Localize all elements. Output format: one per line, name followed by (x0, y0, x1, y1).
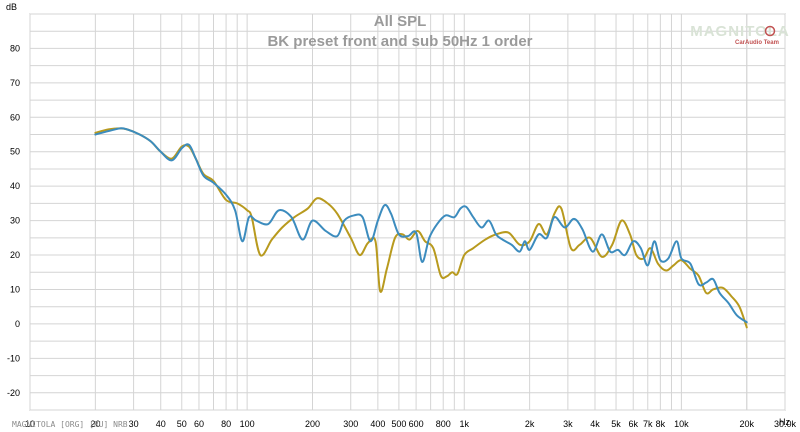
x-tick-label: 1k (460, 419, 470, 429)
series-group (94, 127, 748, 329)
y-axis-label: dB (6, 2, 17, 12)
x-tick-label: 500 (391, 419, 406, 429)
chart-subtitle: BK preset front and sub 50Hz 1 order (267, 33, 532, 50)
x-tick-label: 40 (156, 419, 166, 429)
x-tick-label: 30.0k (774, 419, 797, 429)
x-tick-label: 8k (656, 419, 666, 429)
y-tick-label: 60 (10, 112, 20, 122)
y-tick-label: -20 (7, 388, 20, 398)
y-tick-label: -10 (7, 353, 20, 363)
watermark-team: CarAudio Team (735, 40, 779, 46)
y-axis-ticks: 80 70 60 50 40 30 20 10 0 -10 -20 (7, 43, 20, 397)
y-tick-label: 70 (10, 78, 20, 88)
chart-title: All SPL (374, 13, 427, 30)
y-tick-label: 0 (15, 319, 20, 329)
x-tick-label: 7k (643, 419, 653, 429)
y-tick-label: 20 (10, 250, 20, 260)
x-axis-ticks: 10 20 30 40 50 60 80 100 200 300 400 500 600 800 1k 2k 3… (25, 419, 797, 429)
x-tick-label: 300 (343, 419, 358, 429)
y-tick-label: 30 (10, 216, 20, 226)
x-tick-label: 400 (370, 419, 385, 429)
series-line-2 (94, 127, 748, 324)
y-tick-label: 80 (10, 43, 20, 53)
watermark-ring-icon (764, 25, 776, 37)
x-tick-label: 10k (674, 419, 689, 429)
y-tick-label: 10 (10, 284, 20, 294)
x-tick-label: 6k (628, 419, 638, 429)
y-tick-label: 50 (10, 147, 20, 157)
x-tick-label: 200 (305, 419, 320, 429)
x-tick-label: 80 (221, 419, 231, 429)
x-tick-label: 4k (590, 419, 600, 429)
x-tick-label: 5k (611, 419, 621, 429)
watermark-logo: MAGNITOLA CarAudio Team (690, 23, 790, 46)
x-tick-label: 10 (25, 419, 35, 429)
x-tick-label: 60 (194, 419, 204, 429)
x-tick-label: 2k (525, 419, 535, 429)
plot-area (29, 13, 786, 411)
y-tick-label: 40 (10, 181, 20, 191)
x-axis-label: Hz (779, 417, 790, 427)
x-tick-label: 20k (740, 419, 755, 429)
x-tick-label: 30 (129, 419, 139, 429)
x-tick-label: 800 (436, 419, 451, 429)
watermark-brand: MAGNITOLA (690, 23, 790, 40)
x-tick-label: 3k (563, 419, 573, 429)
x-tick-label: 50 (177, 419, 187, 429)
x-tick-label: 100 (240, 419, 255, 429)
x-tick-label: 600 (409, 419, 424, 429)
x-tick-label: 20 (90, 419, 100, 429)
footer-text: MAGNITOLA [ORG] [RU] NRB (12, 420, 128, 429)
